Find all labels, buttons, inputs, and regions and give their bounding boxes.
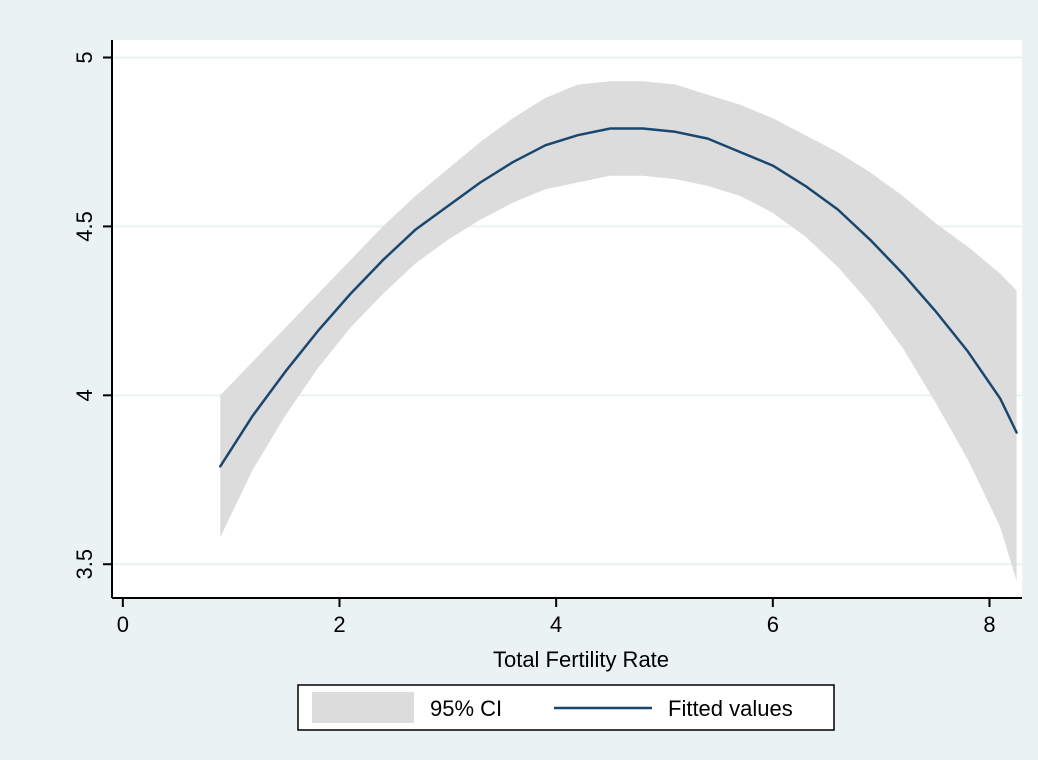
fitted-values-line bbox=[219, 127, 1018, 468]
x-tick-label: 8 bbox=[983, 612, 995, 637]
y-axis-ticks: 3.5 4 4.5 5 bbox=[72, 51, 112, 580]
x-axis-title: Total Fertility Rate bbox=[493, 647, 669, 672]
x-axis-ticks: 0 2 4 6 8 bbox=[117, 598, 996, 637]
y-tick-label: 5 bbox=[72, 51, 97, 63]
legend-ci-label: 95% CI bbox=[430, 696, 502, 721]
x-tick-label: 6 bbox=[767, 612, 779, 637]
x-tick-label: 2 bbox=[333, 612, 345, 637]
ci-band bbox=[220, 81, 1017, 582]
x-tick-label: 0 bbox=[117, 612, 129, 637]
legend-ci-swatch bbox=[312, 692, 414, 723]
y-tick-label: 3.5 bbox=[72, 549, 97, 580]
y-tick-label: 4.5 bbox=[72, 211, 97, 242]
legend-fitted-label: Fitted values bbox=[668, 696, 793, 721]
legend: 95% CI Fitted values bbox=[297, 684, 835, 731]
y-tick-label: 4 bbox=[72, 389, 97, 401]
x-tick-label: 4 bbox=[550, 612, 562, 637]
